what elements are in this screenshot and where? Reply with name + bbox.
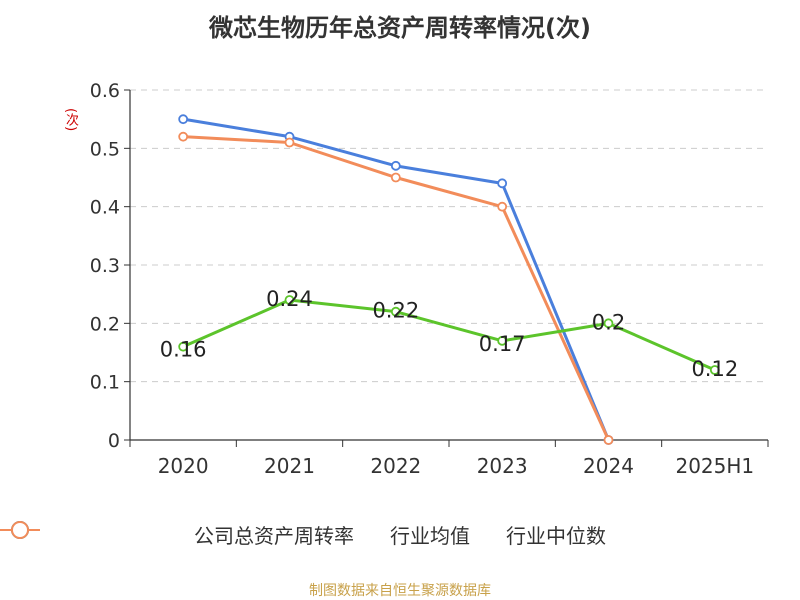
data-label: 0.16 (160, 338, 207, 362)
x-tick-label: 2023 (477, 454, 528, 478)
data-source-note: 制图数据来自恒生聚源数据库 (309, 583, 491, 599)
y-tick-label: 0 (108, 430, 120, 452)
legend-item-avg[interactable]: 行业均值 (0, 520, 470, 549)
legend-label-median: 行业中位数 (506, 524, 606, 548)
data-point (390, 160, 401, 171)
y-tick-label: 0.2 (90, 313, 120, 335)
data-point (390, 172, 401, 183)
data-point (603, 318, 614, 329)
data-point (709, 365, 720, 375)
legend-item-company[interactable]: 公司总资产周转率 (0, 520, 354, 549)
data-point (284, 137, 295, 148)
data-label: 0.2 (592, 310, 625, 334)
x-tick-label: 2022 (370, 454, 421, 478)
data-point (497, 201, 508, 212)
y-tick-label: 0.1 (90, 372, 120, 394)
data-label: 0.24 (266, 287, 313, 311)
chart-title: 微芯生物历年总资产周转率情况(次) (209, 14, 591, 42)
y-tick-label: 0.6 (90, 80, 120, 102)
data-point (390, 306, 401, 317)
data-point (497, 178, 508, 189)
x-tick-label: 2024 (583, 454, 634, 478)
x-tick-label: 2021 (264, 454, 315, 478)
data-point (603, 435, 614, 445)
legend: 公司总资产周转率 行业均值 行业中位数 (0, 520, 800, 549)
data-label: 0.22 (372, 299, 419, 323)
series-line-0 (182, 298, 716, 372)
data-point (178, 114, 189, 125)
legend-item-median[interactable]: 行业中位数 (0, 520, 606, 549)
data-label: 0.17 (479, 332, 526, 356)
data-point (497, 335, 508, 346)
legend-label-company: 公司总资产周转率 (194, 524, 354, 548)
data-label: 0.12 (691, 357, 738, 381)
data-point (178, 341, 189, 352)
data-point (178, 131, 189, 142)
data-point (284, 295, 295, 305)
legend-swatch-median (0, 521, 40, 539)
y-tick-label: 0.4 (90, 197, 120, 219)
y-tick-label: 0.5 (90, 138, 120, 160)
legend-label-avg: 行业均值 (390, 524, 470, 548)
y-axis-label: (次) (63, 108, 78, 132)
y-tick-label: 0.3 (90, 255, 120, 277)
x-tick-label: 2020 (158, 454, 209, 478)
x-tick-label: 2025H1 (675, 454, 754, 478)
